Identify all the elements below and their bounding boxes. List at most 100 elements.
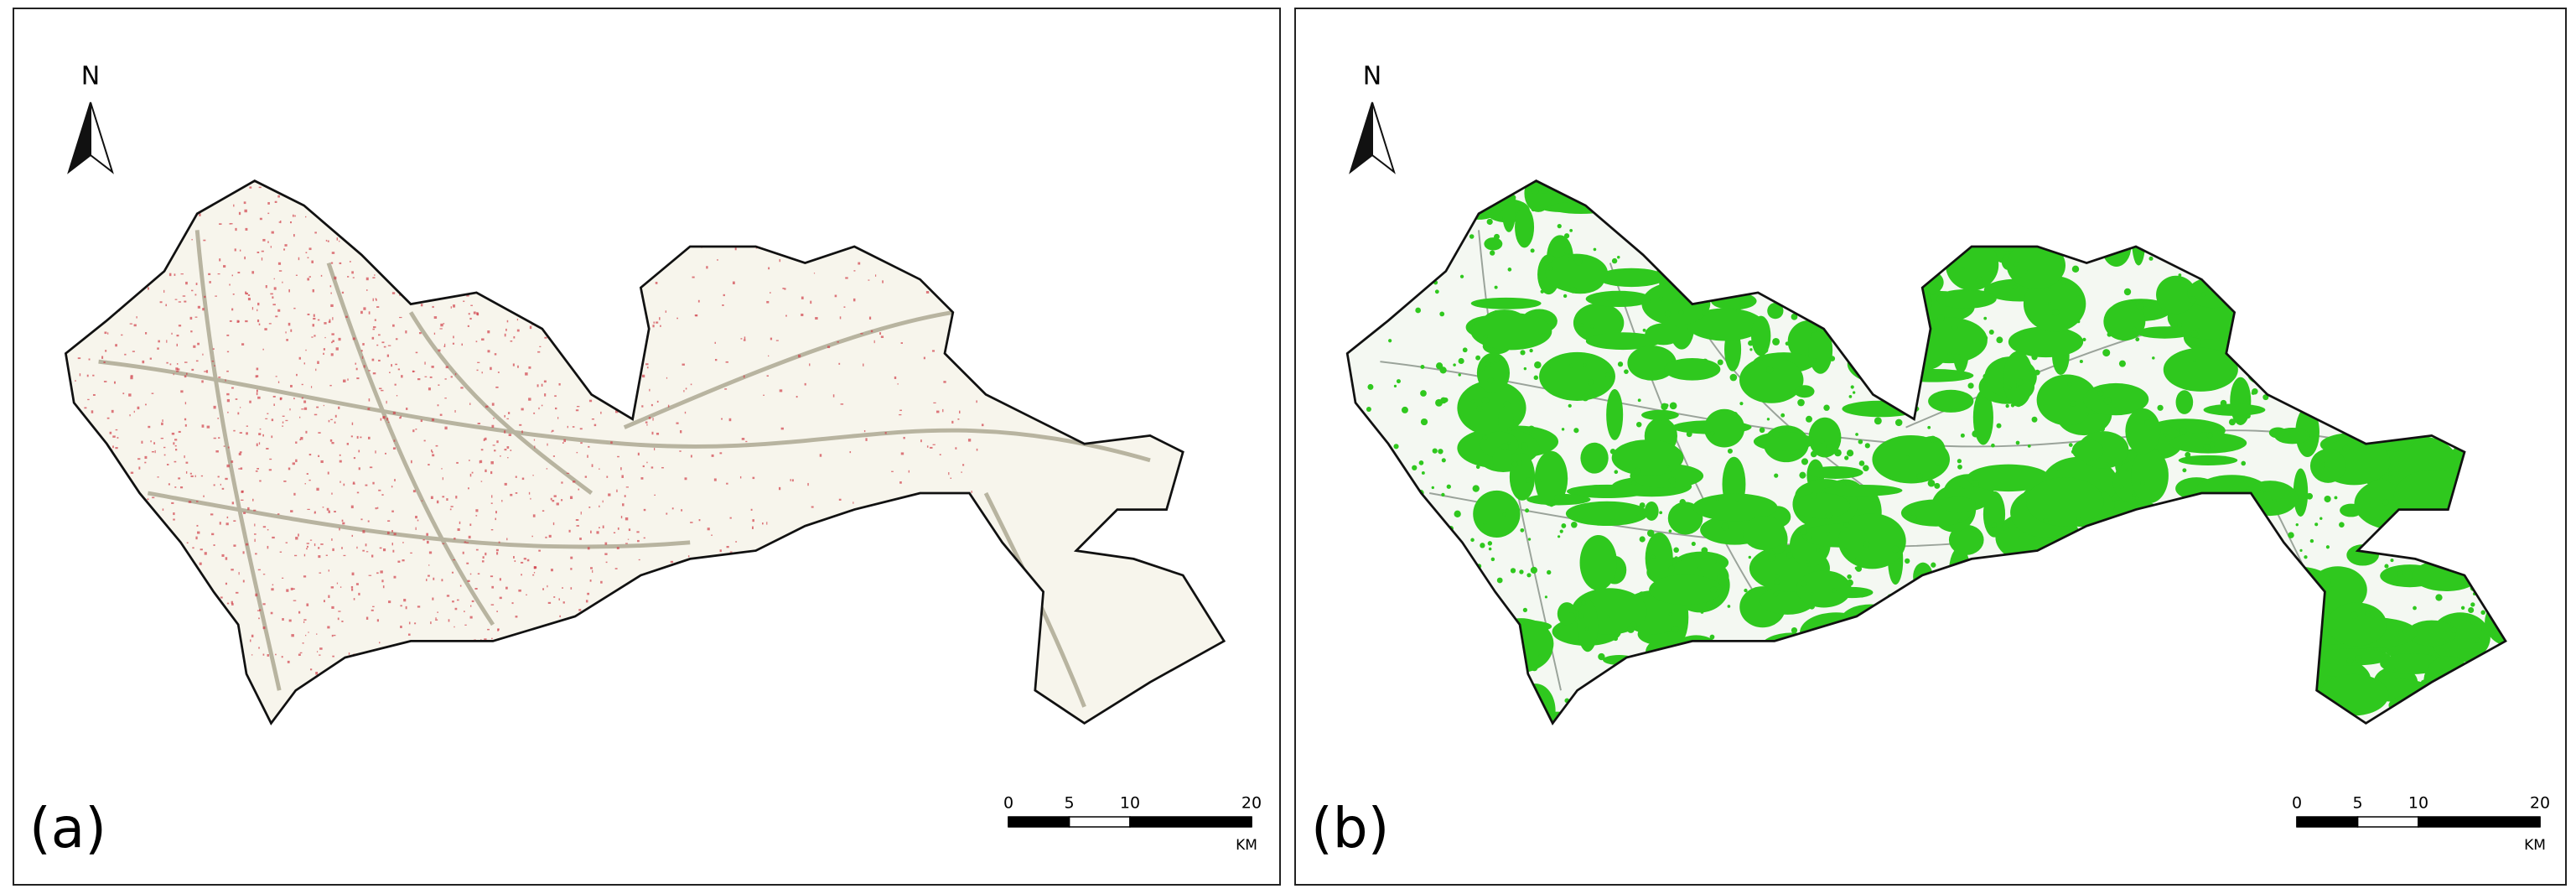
green-dot (1848, 394, 1853, 398)
building (383, 548, 386, 552)
building (418, 332, 422, 335)
building (191, 238, 193, 241)
building (197, 342, 200, 346)
green-dot (2157, 404, 2164, 411)
green-dot (2453, 460, 2460, 466)
building (853, 298, 856, 302)
building (545, 536, 547, 538)
building (306, 548, 308, 550)
building (590, 530, 592, 533)
building (151, 392, 154, 394)
building (213, 405, 216, 409)
building (271, 231, 274, 234)
green-dot (1441, 492, 1445, 497)
green-dot (1927, 425, 1931, 429)
building (391, 364, 392, 367)
building (174, 299, 178, 300)
building (290, 510, 293, 512)
building (372, 372, 376, 375)
building (137, 406, 140, 410)
green-dot (2002, 523, 2009, 531)
building (258, 609, 262, 611)
building (402, 542, 404, 543)
building (303, 621, 305, 623)
building (105, 350, 107, 352)
green-dot (2402, 629, 2408, 634)
green-dot (1521, 442, 1528, 450)
building (174, 444, 177, 447)
green-dot (1807, 417, 1811, 421)
building (491, 403, 495, 406)
building (391, 543, 393, 546)
building (277, 195, 280, 198)
building (367, 436, 371, 439)
building (168, 483, 170, 486)
building (281, 656, 283, 658)
green-dot (1480, 543, 1485, 548)
building (209, 281, 211, 283)
green-dot (2355, 655, 2362, 663)
building (743, 339, 746, 341)
building (324, 322, 327, 325)
building (725, 361, 728, 363)
green-dot (2070, 400, 2076, 407)
green-dot (2067, 382, 2072, 387)
building (159, 301, 163, 304)
building (252, 498, 254, 502)
building (506, 320, 509, 323)
green-dot (1532, 187, 1539, 195)
building (226, 602, 230, 605)
building (782, 288, 785, 289)
building (184, 375, 187, 378)
green-dot (2132, 496, 2136, 500)
building (930, 446, 933, 449)
green-dot (1431, 486, 1434, 490)
green-dot (1957, 464, 1962, 470)
building (406, 408, 408, 410)
building (245, 543, 249, 546)
scale-segment (2418, 816, 2541, 828)
green-dot (1843, 548, 1848, 554)
building (670, 560, 674, 564)
green-dot (2085, 412, 2089, 416)
green-dot (1420, 390, 1427, 397)
building (454, 409, 456, 413)
building (435, 617, 437, 620)
building (182, 295, 186, 297)
green-patch (1649, 574, 1723, 606)
building (417, 606, 421, 608)
building (455, 496, 458, 499)
building (323, 600, 325, 603)
building (468, 313, 470, 315)
building (412, 490, 416, 493)
building (175, 367, 179, 371)
building (295, 537, 298, 540)
building (480, 449, 484, 451)
building (301, 408, 304, 410)
building (378, 489, 381, 491)
building (191, 368, 194, 372)
building (714, 341, 716, 344)
building (654, 447, 656, 451)
building (435, 619, 438, 621)
green-patch (1936, 288, 1997, 309)
building (942, 408, 944, 413)
building (393, 575, 397, 579)
building (951, 420, 954, 424)
green-dot (1767, 554, 1775, 562)
building (235, 398, 238, 400)
green-dot (1960, 433, 1965, 438)
building (319, 572, 322, 574)
building (243, 512, 246, 514)
building (328, 595, 330, 599)
green-dot (2384, 564, 2389, 569)
building (215, 450, 219, 453)
building (325, 239, 328, 242)
green-dot (1863, 540, 1870, 548)
building (190, 475, 194, 477)
building (617, 527, 619, 530)
building (692, 276, 695, 278)
green-dot (1972, 430, 1979, 438)
building (521, 574, 522, 576)
building (375, 507, 377, 510)
